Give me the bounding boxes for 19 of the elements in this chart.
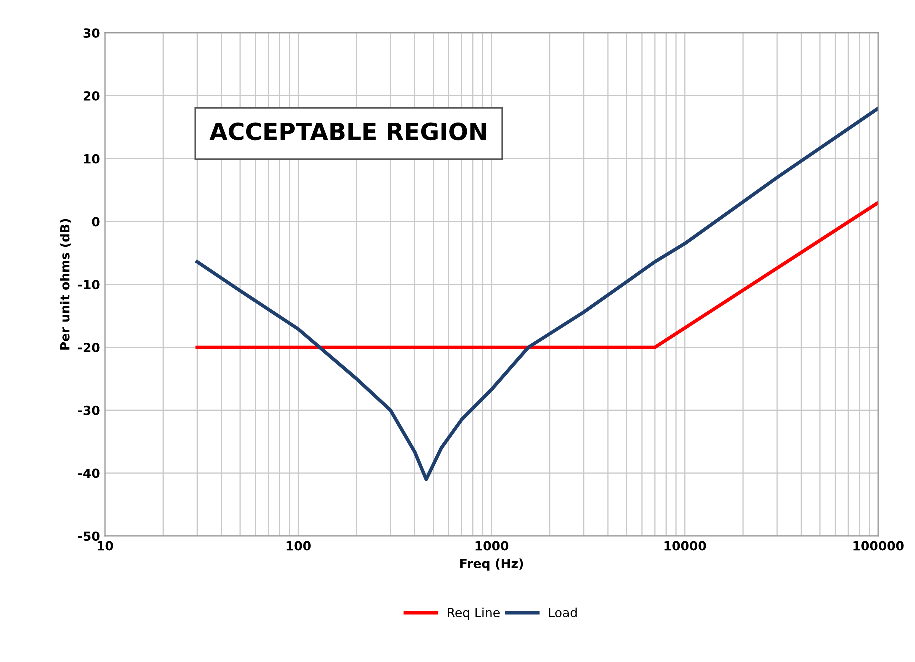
x-tick-label: 10000 — [664, 541, 706, 551]
x-tick-label: 10 — [98, 541, 114, 551]
x-tick-label: 100 — [286, 541, 311, 551]
legend-label: Load — [549, 608, 577, 618]
y-tick-label: -40 — [78, 468, 100, 478]
y-tick-label: -20 — [78, 343, 100, 352]
y-tick-label: 20 — [84, 91, 100, 101]
y-axis-title: Per unit ohms (dB) — [60, 219, 72, 350]
x-tick-label: 100000 — [854, 541, 904, 551]
y-tick-label: 10 — [84, 154, 100, 164]
y-tick-label: 0 — [92, 217, 100, 227]
legend-label: Req Line — [448, 608, 500, 620]
y-tick-label: -50 — [78, 532, 100, 542]
annotation: ACCEPTABLE REGION — [210, 122, 486, 141]
y-tick-label: 30 — [84, 28, 100, 38]
y-tick-label: -30 — [78, 406, 100, 416]
y-tick-label: -10 — [78, 280, 100, 290]
x-tick-label: 1000 — [476, 541, 509, 551]
x-axis-title: Freq (Hz) — [460, 558, 524, 571]
